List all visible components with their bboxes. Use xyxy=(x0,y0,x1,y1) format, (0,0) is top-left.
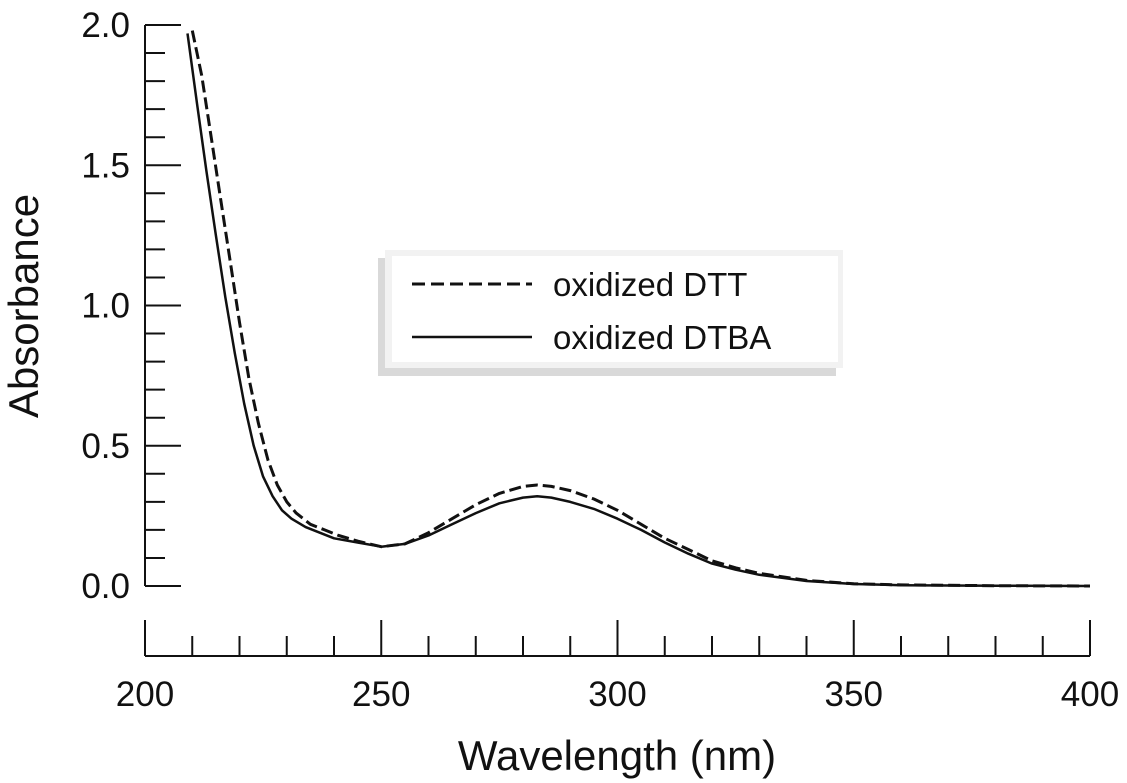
y-tick-label: 0.0 xyxy=(81,567,130,606)
x-axis-title: Wavelength (nm) xyxy=(458,732,776,779)
x-tick-label: 350 xyxy=(825,675,883,714)
y-tick-label: 0.5 xyxy=(81,427,130,466)
x-tick-label: 250 xyxy=(352,675,410,714)
x-tick-label: 200 xyxy=(116,675,174,714)
y-tick-label: 1.0 xyxy=(81,287,130,326)
legend-label-dtt: oxidized DTT xyxy=(553,266,747,303)
x-axis: 200 250 300 350 400 xyxy=(116,620,1119,714)
x-tick-label: 400 xyxy=(1061,675,1119,714)
y-tick-label: 1.5 xyxy=(81,146,130,185)
y-tick-label: 2.0 xyxy=(81,6,130,45)
legend-label-dtba: oxidized DTBA xyxy=(553,319,771,356)
legend: oxidized DTT oxidized DTBA xyxy=(378,250,843,376)
plot-area xyxy=(186,30,1091,588)
x-tick-label: 300 xyxy=(588,675,646,714)
legend-inner xyxy=(392,256,838,362)
series-line-oxidized-dtba xyxy=(186,33,1091,588)
series-line-oxidized-dtt xyxy=(190,30,1091,588)
y-axis-title: Absorbance xyxy=(0,194,47,418)
y-axis: 0.0 0.5 1.0 1.5 2.0 xyxy=(81,6,181,606)
